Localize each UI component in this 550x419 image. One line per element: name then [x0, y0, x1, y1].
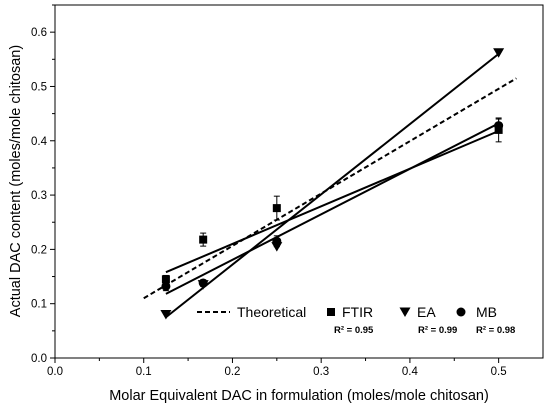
ftir-r2-label: R² = 0.95 [334, 325, 374, 336]
x-tick-label: 0.4 [402, 366, 419, 378]
ftir-point [272, 204, 281, 213]
ticks-layer: 0.0 0.1 0.2 0.3 0.4 0.5 0.0 0.1 0.2 0.3 0.4 0.5 0.6 [31, 4, 507, 378]
y-tick-label: 0.2 [31, 244, 47, 256]
points-layer [160, 48, 505, 320]
x-tick-label: 0.3 [313, 366, 329, 378]
y-tick-label: 0.4 [31, 136, 48, 148]
ea-r2-label: R² = 0.99 [418, 325, 457, 336]
plot-frame [54, 4, 544, 359]
y-tick-label: 0.3 [31, 190, 47, 202]
legend-mb-label: MB [476, 304, 497, 320]
x-tick-label: 0.5 [491, 366, 507, 378]
legend-ea-symbol [399, 307, 411, 317]
legend-ftir-label: FTIR [342, 304, 373, 320]
legend-ea-label: EA [417, 304, 436, 320]
mb-fit-line [165, 122, 500, 295]
legend-mb-symbol [456, 307, 466, 317]
y-tick-label: 0.5 [31, 81, 47, 93]
y-tick-label: 0.6 [31, 27, 47, 39]
mb-point [272, 236, 282, 246]
ftir-point [199, 235, 208, 244]
legend-theoretical-label: Theoretical [237, 304, 306, 320]
ftir-fit-line [165, 130, 500, 274]
ftir-point [161, 275, 170, 284]
ea-point [160, 310, 172, 320]
mb-point [161, 281, 171, 291]
mb-r2-label: R² = 0.98 [476, 325, 515, 336]
y-tick-label: 0.0 [31, 353, 47, 365]
ea-point [493, 48, 505, 58]
lines-layer [143, 53, 517, 319]
x-axis-title: Molar Equivalent DAC in formulation (mol… [109, 388, 489, 404]
mb-point [494, 121, 504, 131]
x-tick-label: 0.0 [47, 366, 63, 378]
ea-fit-line [165, 53, 500, 319]
legend-ftir-symbol [327, 308, 335, 316]
legend: Theoretical FTIR R² = 0.95 EA R² = 0.99 MB R² … [197, 304, 515, 336]
y-tick-label: 0.1 [31, 299, 47, 311]
x-tick-label: 0.2 [224, 366, 240, 378]
y-axis-title: Actual DAC content (moles/mole chitosan) [8, 45, 24, 317]
x-tick-label: 0.1 [136, 366, 152, 378]
mb-point [198, 278, 208, 288]
